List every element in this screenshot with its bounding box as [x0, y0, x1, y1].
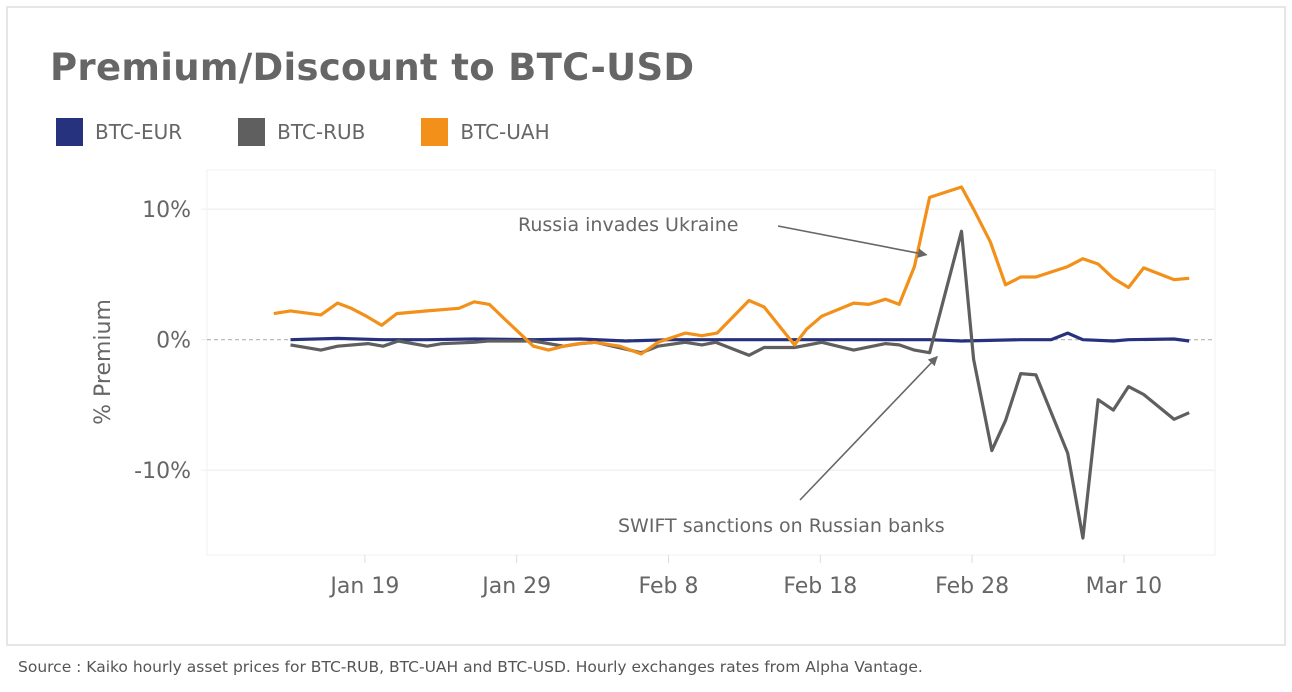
chart-frame: [6, 6, 1286, 646]
annotation-arrow: [799, 355, 938, 501]
y-tick-label: 0%: [156, 329, 191, 354]
series-line-btc-uah: [273, 185, 1190, 356]
x-tick-label: Jan 29: [480, 574, 551, 599]
plot-area: [206, 169, 1216, 556]
legend-item-btc-uah[interactable]: BTC-UAH: [421, 118, 550, 146]
y-tick-label: 10%: [142, 198, 191, 223]
legend-label: BTC-EUR: [95, 120, 183, 144]
x-tick-label: Mar 10: [1086, 574, 1163, 599]
annotation-arrow: [777, 225, 928, 258]
legend-swatch: [56, 118, 83, 146]
legend-item-btc-rub[interactable]: BTC-RUB: [238, 118, 365, 146]
annotation-swift-sanctions: SWIFT sanctions on Russian banks: [618, 515, 945, 537]
series-line-btc-eur: [290, 331, 1190, 343]
legend-label: BTC-RUB: [277, 120, 366, 144]
x-tick-label: Feb 28: [935, 574, 1009, 599]
legend: BTC-EUR BTC-RUB BTC-UAH: [56, 118, 606, 146]
annotation-russia-invades: Russia invades Ukraine: [518, 214, 738, 236]
x-tick-label: Feb 8: [639, 574, 699, 599]
x-tick-label: Jan 19: [328, 574, 399, 599]
series-line-btc-rub: [290, 229, 1190, 540]
x-tick-label: Feb 18: [783, 574, 857, 599]
source-note: Source : Kaiko hourly asset prices for B…: [18, 658, 923, 676]
legend-label: BTC-UAH: [460, 120, 550, 144]
legend-item-btc-eur[interactable]: BTC-EUR: [56, 118, 182, 146]
y-tick-label: -10%: [134, 459, 191, 484]
legend-swatch: [421, 118, 449, 146]
chart-title: Premium/Discount to BTC-USD: [50, 46, 695, 89]
y-axis-label: % Premium: [91, 299, 116, 425]
legend-swatch: [238, 118, 266, 146]
